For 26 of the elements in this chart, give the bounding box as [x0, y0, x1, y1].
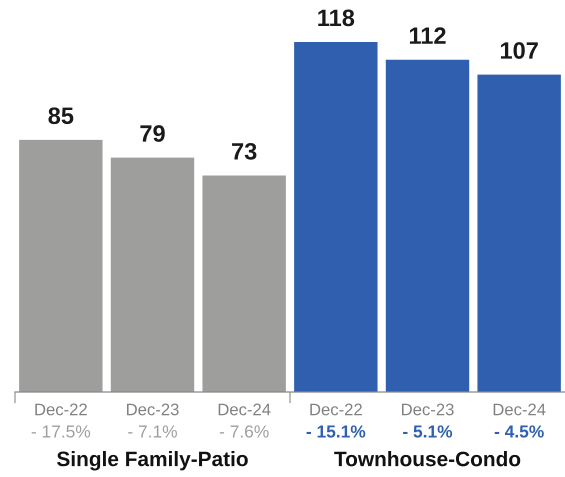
bar [110, 158, 194, 392]
x-tick-label: Dec-23 [127, 404, 179, 416]
data-label: 118 [318, 10, 354, 26]
x-tick-label: Dec-23 [402, 404, 454, 416]
text: - 17.5% [32, 425, 90, 438]
bar [477, 74, 561, 392]
data-label: 79 [140, 125, 165, 142]
data-label: 112 [410, 27, 446, 44]
text: - 4.5% [494, 425, 544, 438]
bar [19, 140, 103, 392]
data-label: 73 [232, 142, 256, 160]
text: - 5.1% [403, 425, 452, 438]
text: Townhouse-Condo [334, 451, 520, 466]
bar [294, 42, 378, 392]
data-label: 85 [48, 107, 74, 124]
text: - 7.6% [220, 425, 269, 438]
bar [386, 60, 470, 392]
x-tick-label: Dec-24 [218, 404, 271, 416]
text: - 15.1% [306, 425, 366, 438]
text: Single Family-Patio [57, 450, 248, 471]
x-tick-label: Dec-22 [35, 404, 87, 416]
x-tick-label: Dec-24 [494, 404, 546, 416]
x-tick-label: Dec-22 [310, 404, 362, 416]
bar [202, 175, 286, 392]
data-label: 107 [500, 42, 538, 59]
text: - 7.1% [128, 425, 177, 438]
